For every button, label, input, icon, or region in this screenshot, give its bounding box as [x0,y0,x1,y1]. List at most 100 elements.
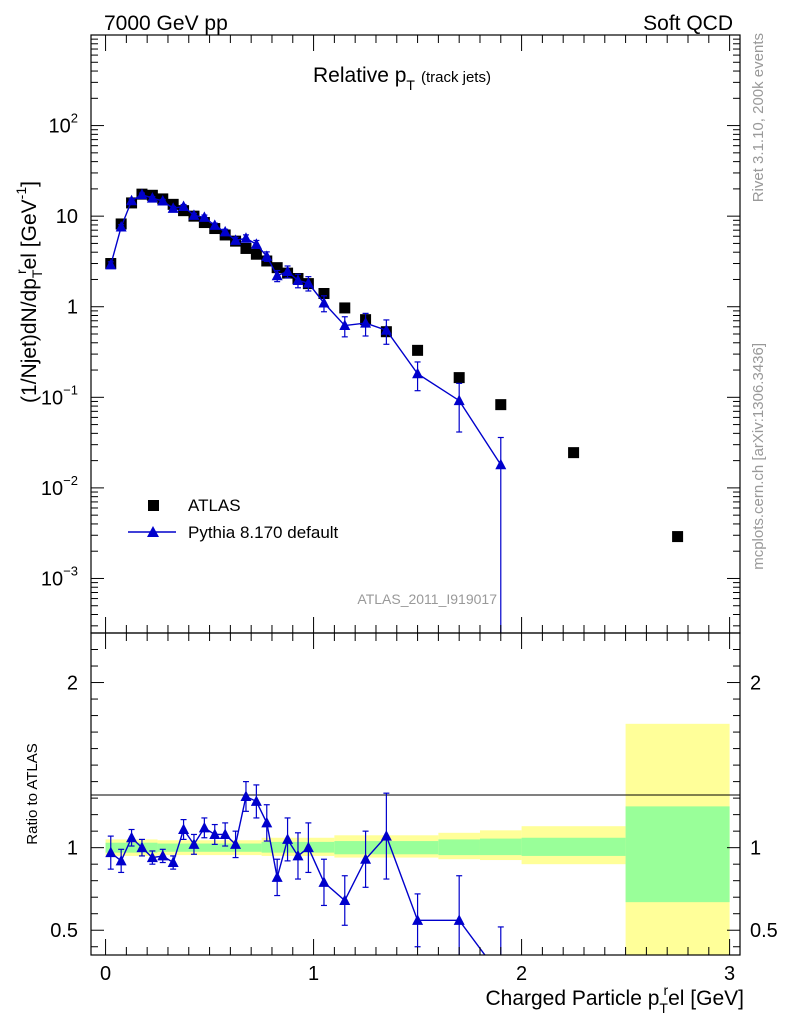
pythia-point [230,234,242,245]
pythia-point [157,195,169,206]
chart-title-main: Relative p [313,64,406,87]
pythia-point [250,238,262,249]
atlas-point [271,262,283,274]
ratio-y-tick-label: 2 [67,673,78,695]
pythia-point [318,296,330,308]
atlas-point [568,447,580,459]
ratio-point [198,821,210,833]
ratio-band-green [157,843,262,852]
legend-marker-atlas [148,500,159,511]
main-ylabel-text: (1/Njet)dN/dp [18,278,41,403]
ratio-y-tick-label-right: 2 [750,673,761,695]
ratio-point [105,846,117,858]
ratio-point [302,841,314,853]
pythia-point [282,265,294,276]
main-x-ticks [105,35,731,633]
ratio-point [115,854,127,866]
ratio-y-tick-label: 0.5 [50,920,78,942]
pythia-point [360,317,372,328]
main-y-tick-base: 10 [41,387,63,409]
pythia-point [209,219,221,230]
ratio-panel-frame [90,632,741,956]
pythia-point [115,220,127,232]
ratio-band-green [479,838,522,856]
analysis-id: ATLAS_2011_I919017 [357,591,497,607]
ratio-clipped-group [105,781,506,981]
chart-title: Relative pT (track jets) [313,64,491,93]
pythia-point [240,232,252,243]
main-ylabel-sup: r [13,269,29,274]
pythia-point [126,194,138,206]
main-y-tick-label: 10 [56,206,78,228]
legend-label-pythia: Pythia 8.170 default [188,523,339,542]
ratio-y-tick-label: 1 [67,838,78,860]
chart-title-suffix: (track jets) [421,69,491,86]
main-y-tick-label: 102 [49,111,78,138]
main-ylabel-unit-sup: -1 [13,187,29,200]
header-left: 7000 GeV pp [104,12,228,35]
atlas-point [495,399,507,411]
header-right: Soft QCD [643,12,733,35]
ratio-point [219,828,231,839]
pythia-point [146,192,158,203]
main-y-tick-base: 1 [67,297,78,319]
xlabel-sub: T [659,1000,668,1016]
ratio-point [495,970,506,981]
legend-marker-pythia [147,526,159,537]
pythia-point [167,202,179,213]
atlas-point [240,242,252,254]
pythia-point [198,211,210,222]
main-y-tick-exp: −3 [63,563,78,578]
ratio-point [136,841,148,853]
pythia-point [136,188,148,200]
side-label-bottom: mcplots.cern.ch [arXiv:1306.3436] [750,343,767,570]
pythia-point [219,225,231,237]
legend-label-atlas: ATLAS [188,496,241,515]
ratio-y-tick-label-right: 1 [750,838,761,860]
ratio-point [250,795,262,806]
ratio-band-green [521,837,626,856]
ratio-point [360,853,372,864]
pythia-point [339,319,351,331]
atlas-point [412,344,424,356]
ratio-point [261,816,273,828]
main-y-tick-exp: −2 [63,473,78,488]
ratio-x-ticks: 0 1 2 3 [100,633,735,985]
main-y-tick-label: 10−3 [41,563,78,590]
pythia-point [188,209,200,220]
ratio-point [126,831,138,843]
main-y-tick-base: 10 [56,206,78,228]
xlabel-text: Charged Particle p [485,987,659,1010]
legend: ATLAS Pythia 8.170 default [128,496,339,542]
x-axis-label: Charged Particle pTrel [GeV] [485,982,744,1016]
ratio-point [453,914,465,925]
ratio-point [240,790,252,801]
ratio-point [178,823,190,835]
x-tick-label: 2 [516,963,527,985]
pythia-point [412,367,424,379]
main-marks [105,188,684,633]
atlas-point [453,372,465,384]
pythia-point [178,200,190,211]
pythia-point [302,277,314,288]
ratio-point [292,849,304,861]
atlas-point [250,248,262,260]
pythia-line [110,193,502,466]
x-tick-label: 1 [308,963,319,985]
ratio-point [339,894,351,906]
pythia-point [271,269,283,281]
pythia-point [261,250,273,261]
xlabel-suffix: el [GeV] [668,987,744,1010]
main-ylabel-suffix: el [GeV [18,199,41,269]
ratio-band-green [105,842,158,853]
side-label-top: Rivet 3.1.10, 200k events [750,33,767,202]
atlas-point [198,217,210,229]
chart-title-sub: T [406,77,415,93]
ratio-point [167,856,179,868]
ratio-y-ticks: 0.5 0.5 1 1 2 2 [50,649,778,948]
main-y-axis-label: (1/Njet)dN/dpTrel [GeV-1] [13,181,45,403]
pythia-point [453,394,465,406]
ratio-point [146,851,158,863]
